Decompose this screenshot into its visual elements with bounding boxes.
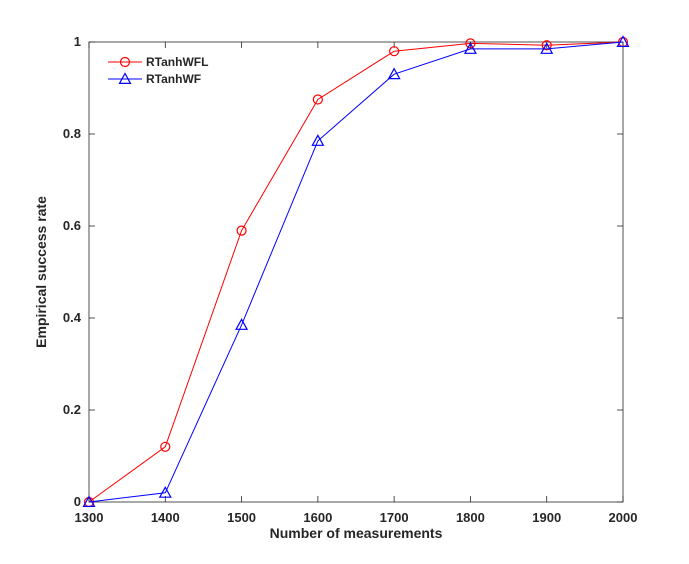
data-point-rtanhwf [311,134,325,146]
y-tick-label: 0.2 [63,402,81,417]
data-point-rtanhwf [82,495,96,507]
x-tick-label: 1900 [532,510,561,525]
y-tick-label: 0 [74,494,81,509]
data-point-rtanhwf [540,42,554,54]
x-tick-label: 1800 [456,510,485,525]
x-tick-label: 1400 [151,510,180,525]
y-tick-label: 0.6 [63,218,81,233]
y-tick-label: 0.8 [63,126,81,141]
data-point-rtanhwfl [541,40,552,51]
x-tick-label: 1700 [380,510,409,525]
data-point-rtanhwf [235,318,249,330]
x-tick-label: 1600 [303,510,332,525]
x-tick-label: 2000 [609,510,638,525]
data-point-rtanhwfl [236,225,247,236]
x-tick-label: 1500 [227,510,256,525]
series-line-rtanhwfl [88,41,624,503]
y-axis-title: Empirical success rate [33,196,49,348]
data-point-rtanhwf [387,67,401,80]
x-tick-label: 1300 [75,510,104,525]
series-rtanhwf [82,35,630,507]
y-tick-label: 0.4 [63,310,82,325]
data-point-rtanhwfl [389,46,400,57]
legend-item-rtanhwfl: RTanhWFL [108,55,208,69]
data-point-rtanhwfl [312,94,323,105]
legend-marker [119,56,131,68]
plot-area [88,41,624,503]
x-axis-title: Number of measurements [270,525,443,541]
legend: RTanhWFL RTanhWF [108,55,208,86]
series-layer [82,35,630,508]
data-point-rtanhwf [616,35,630,48]
data-point-rtanhwf [463,42,477,54]
legend-label: RTanhWFL [146,55,208,69]
legend-item-rtanhwf: RTanhWF [108,72,201,86]
y-tick-label: 1 [74,34,81,49]
series-line-rtanhwf [88,41,624,503]
data-point-rtanhwfl [160,441,171,452]
legend-marker [118,72,132,85]
data-point-rtanhwf [158,486,172,498]
data-point-rtanhwfl [465,38,476,49]
tick-labels: 1300 1400 1500 1600 1700 1800 1900 2000 0 0.2 0.4 0… [63,34,638,525]
legend-label: RTanhWF [146,72,201,86]
